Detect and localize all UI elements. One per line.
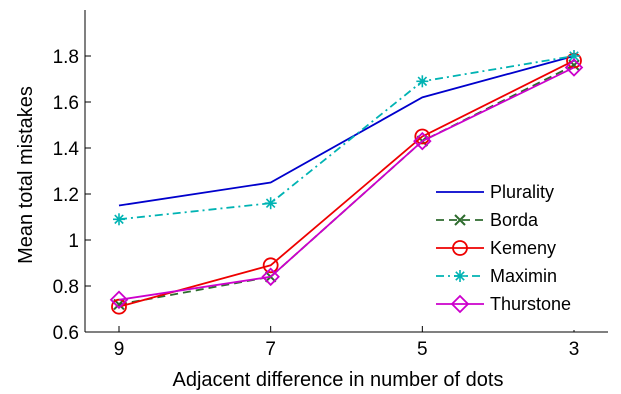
y-tick-label: 0.6 <box>53 323 79 344</box>
y-tick-label: 1 <box>68 231 79 252</box>
y-tick-label: 1.4 <box>53 139 80 160</box>
series-layer <box>109 50 584 315</box>
series-thurstone <box>109 58 584 310</box>
diamond-marker <box>413 131 432 151</box>
series-maximin <box>113 50 580 226</box>
asterisk-marker <box>113 213 125 226</box>
legend-label-maximin: Maximin <box>490 266 557 286</box>
x-axis-title: Adjacent difference in number of dots <box>173 369 504 391</box>
legend-item-thurstone: Thurstone <box>436 294 571 314</box>
axes: 0.6 0.8 1 1.2 1.4 1.6 1.8 9 7 5 3 <box>53 10 608 360</box>
asterisk-marker-stroke <box>569 51 579 61</box>
legend-item-borda: Borda <box>436 210 539 230</box>
series-line-maximin <box>118 55 575 221</box>
legend: Plurality Borda Kemeny Maximin Thurstone <box>428 172 609 330</box>
x-tick-label: 9 <box>114 339 125 360</box>
asterisk-marker <box>454 270 466 282</box>
y-axis-title: Mean total mistakes <box>15 86 37 264</box>
circle-marker <box>262 257 279 274</box>
circle-marker <box>452 240 468 256</box>
diamond-marker <box>564 58 584 77</box>
y-tick-label: 1.6 <box>53 93 79 114</box>
legend-label-borda: Borda <box>490 210 539 230</box>
diamond-marker <box>109 290 129 310</box>
asterisk-marker-stroke <box>455 271 465 281</box>
diamond-marker <box>450 294 470 314</box>
series-line-plurality <box>118 55 575 207</box>
y-tick-label: 1.2 <box>53 185 79 206</box>
x-tick-label: 3 <box>569 339 580 360</box>
series-line-kemeny <box>118 59 575 308</box>
legend-label-plurality: Plurality <box>490 182 554 202</box>
asterisk-marker-stroke <box>114 214 124 225</box>
x-marker-stroke <box>454 214 466 226</box>
y-tick-label: 1.8 <box>53 47 79 68</box>
legend-label-kemeny: Kemeny <box>490 238 556 258</box>
asterisk-marker <box>416 75 429 88</box>
circle-marker <box>414 128 431 145</box>
x-tick-label: 5 <box>417 339 428 360</box>
legend-label-thurstone: Thurstone <box>490 294 571 314</box>
series-line-borda <box>118 64 575 306</box>
legend-item-plurality: Plurality <box>436 182 554 202</box>
asterisk-marker <box>264 197 277 210</box>
asterisk-marker-stroke <box>265 198 276 208</box>
series-plurality <box>118 55 575 207</box>
asterisk-marker-stroke <box>417 76 428 87</box>
x-tick-label: 7 <box>265 339 276 360</box>
series-kemeny <box>111 52 582 315</box>
legend-item-maximin: Maximin <box>436 266 557 286</box>
series-line-thurstone <box>118 66 575 301</box>
x-marker <box>454 214 466 226</box>
y-tick-label: 0.8 <box>53 277 79 298</box>
diamond-marker <box>261 267 280 287</box>
legend-item-kemeny: Kemeny <box>436 238 556 258</box>
